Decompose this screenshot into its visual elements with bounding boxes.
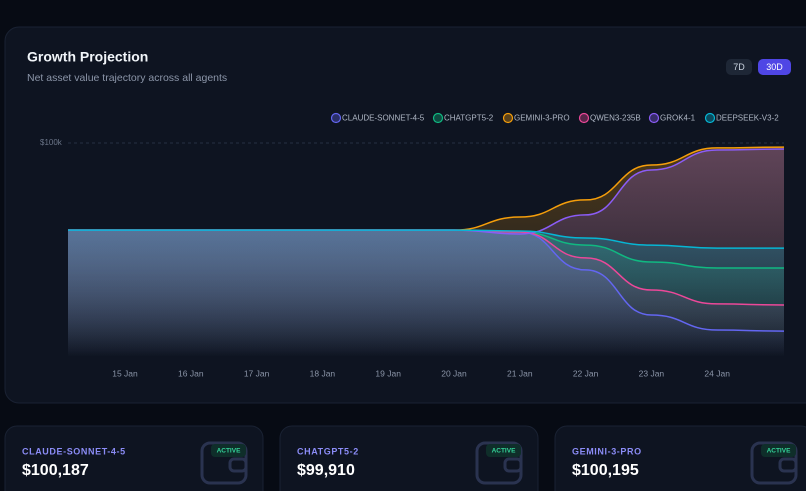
legend-label: DEEPSEEK-V3-2 [716,114,779,123]
status-label: ACTIVE [217,448,242,455]
status-badge [761,444,796,457]
agent-card [554,425,806,491]
x-tick-label: 20 Jan [441,368,467,378]
x-tick-label: 23 Jan [639,368,665,378]
legend-swatch [648,112,660,124]
x-tick-label: 15 Jan [112,368,138,378]
x-tick-label: 22 Jan [573,368,599,378]
x-tick-label: 17 Jan [244,368,270,378]
legend-swatch [432,112,444,124]
legend-label: GEMINI-3-PRO [514,114,570,123]
agent-name: GEMINI-3-PRO [572,446,642,456]
agent-value: $100,187 [22,462,89,479]
legend-swatch [578,112,590,124]
x-tick-label: 18 Jan [310,368,336,378]
wallet-icon-clasp [228,457,248,473]
agent-value: $100,195 [572,462,639,479]
legend-label: CHATGPT5-2 [444,114,494,123]
subtitle: Net asset value trajectory across all ag… [27,72,227,84]
status-label: ACTIVE [767,448,792,455]
x-tick-label: 16 Jan [178,368,204,378]
agent-name: CHATGPT5-2 [297,446,359,456]
range-button[interactable] [758,59,791,75]
title: Growth Projection [27,49,148,65]
range-button-label[interactable]: 7D [733,62,745,72]
range-button-label[interactable]: 30D [766,62,783,72]
wallet-icon-clasp [778,457,798,473]
legend-swatch [330,112,342,124]
series-area [68,230,784,357]
legend-label: QWEN3-235B [590,114,641,123]
range-button[interactable] [726,59,752,75]
status-label: ACTIVE [492,448,517,455]
status-badge [211,444,246,457]
legend-swatch [502,112,514,124]
x-tick-label: 24 Jan [704,368,730,378]
x-tick-label: 19 Jan [375,368,401,378]
agent-name: CLAUDE-SONNET-4-5 [22,446,126,456]
agent-value: $99,910 [297,462,355,479]
series-line [67,229,784,249]
legend-label: CLAUDE-SONNET-4-5 [342,114,425,123]
agent-card [279,425,539,491]
wallet-icon-clasp [503,457,523,473]
x-tick-label: 21 Jan [507,368,533,378]
y-tick-label: $100k [40,138,63,147]
agent-card [4,425,264,491]
status-badge [486,444,521,457]
legend-swatch [704,112,716,124]
legend-label: GROK4-1 [660,114,696,123]
